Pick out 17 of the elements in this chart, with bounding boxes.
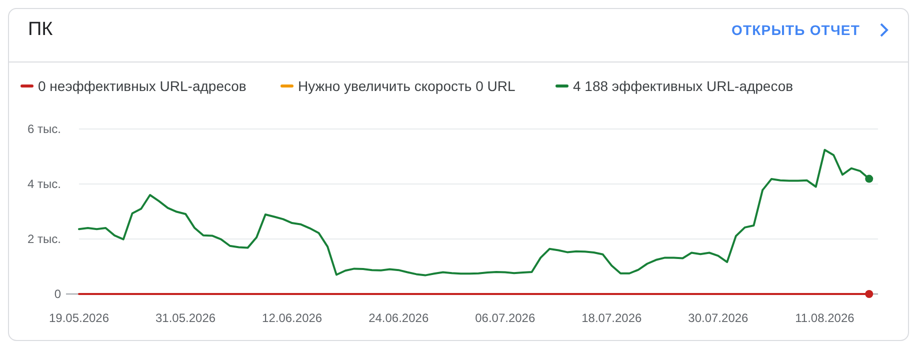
x-tick-label: 24.06.2026 xyxy=(368,311,429,325)
x-tick-label: 19.05.2026 xyxy=(48,311,110,325)
y-tick-label: 6 тыс. xyxy=(28,122,61,136)
x-tick-label: 11.08.2026 xyxy=(795,311,855,325)
legend-label: 4 188 эффективных URL-адресов xyxy=(573,78,794,94)
x-tick-label: 18.07.2026 xyxy=(582,311,642,325)
legend-label: 0 неэффективных URL-адресов xyxy=(38,78,246,94)
y-tick-label: 4 тыс. xyxy=(28,177,61,191)
legend-label: Нужно увеличить скорость 0 URL xyxy=(298,78,516,94)
x-tick-label: 12.06.2026 xyxy=(262,311,322,325)
chart-title: ПК xyxy=(28,19,53,40)
y-tick-label: 0 xyxy=(54,287,62,301)
x-tick-label: 06.07.2026 xyxy=(475,311,536,325)
y-tick-label: 2 тыс. xyxy=(28,232,61,246)
x-tick-label: 30.07.2026 xyxy=(688,311,749,325)
x-tick-label: 31.05.2026 xyxy=(156,311,216,325)
text: ОТКРЫТЬ ОТЧЕТ xyxy=(731,22,860,38)
